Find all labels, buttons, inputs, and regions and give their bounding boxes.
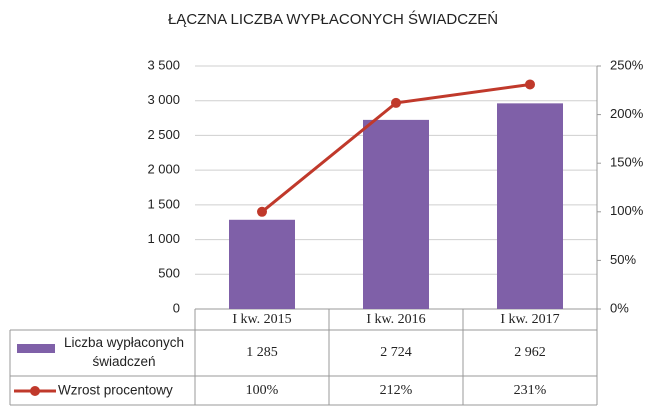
- y2-tick-label: 200%: [610, 106, 644, 121]
- legend-marker: [30, 386, 40, 396]
- table-value: 100%: [246, 383, 279, 398]
- chart-title: ŁĄCZNA LICZBA WYPŁACONYCH ŚWIADCZEŃ: [168, 10, 498, 28]
- legend-label-box: Liczba wypłaconych świadczeń: [63, 335, 185, 369]
- x-tick-label: I kw. 2016: [366, 312, 425, 327]
- y2-tick-label: 0%: [610, 300, 629, 315]
- y2-tick-label: 100%: [610, 203, 644, 218]
- y-tick-label: 500: [158, 266, 180, 281]
- bar: [363, 119, 429, 309]
- y-tick-label: 2 000: [147, 162, 180, 177]
- table-value: 1 285: [246, 345, 278, 360]
- table-value: 212%: [380, 383, 413, 398]
- line-point: [525, 79, 535, 90]
- y-tick-label: 1 000: [147, 231, 180, 246]
- y2-tick-label: 50%: [610, 252, 636, 267]
- x-tick-label: I kw. 2017: [500, 312, 559, 327]
- bar: [229, 219, 295, 309]
- table-value: 2 962: [514, 345, 546, 360]
- line-point: [391, 97, 401, 108]
- y2-tick-label: 250%: [610, 57, 644, 72]
- legend-label: Wzrost procentowy: [58, 383, 173, 398]
- bar: [497, 103, 563, 309]
- legend-label: Liczba wypłaconych świadczeń: [63, 335, 185, 369]
- y-tick-label: 0: [173, 300, 180, 315]
- y2-tick-label: 150%: [610, 155, 644, 170]
- y-tick-label: 3 000: [147, 92, 180, 107]
- legend-swatch: [17, 344, 55, 353]
- y-tick-label: 2 500: [147, 127, 180, 142]
- x-tick-label: I kw. 2015: [232, 312, 291, 327]
- y-tick-label: 3 500: [147, 57, 180, 72]
- line-point: [257, 206, 267, 217]
- table-value: 231%: [514, 383, 547, 398]
- table-value: 2 724: [380, 345, 412, 360]
- y-tick-label: 1 500: [147, 196, 180, 211]
